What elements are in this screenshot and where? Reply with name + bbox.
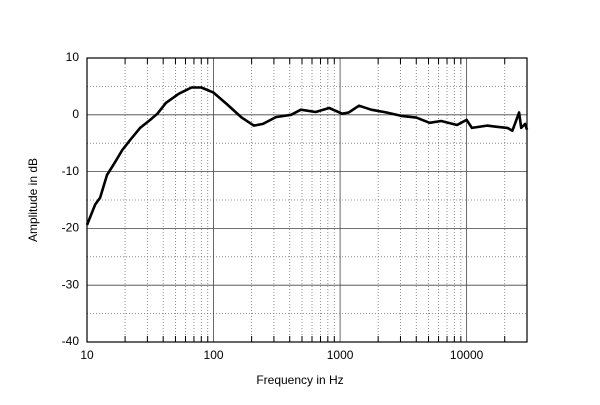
x-tick-label: 10 <box>80 348 94 362</box>
x-tick-label: 1000 <box>327 348 354 362</box>
response-curve <box>85 86 529 226</box>
y-tick-label: 0 <box>72 107 79 121</box>
x-tick-label: 100 <box>204 348 224 362</box>
y-tick-label: 10 <box>66 50 80 64</box>
y-tick-label: -40 <box>62 334 80 348</box>
x-axis-label: Frequency in Hz <box>256 373 343 387</box>
y-tick-label: -10 <box>62 164 80 178</box>
y-tick-label: -30 <box>62 277 80 291</box>
x-tick-label: 10000 <box>450 348 484 362</box>
plot-frame <box>86 57 528 343</box>
y-axis-label: Amplitude in dB <box>26 158 40 242</box>
y-tick-label: -20 <box>62 221 80 235</box>
